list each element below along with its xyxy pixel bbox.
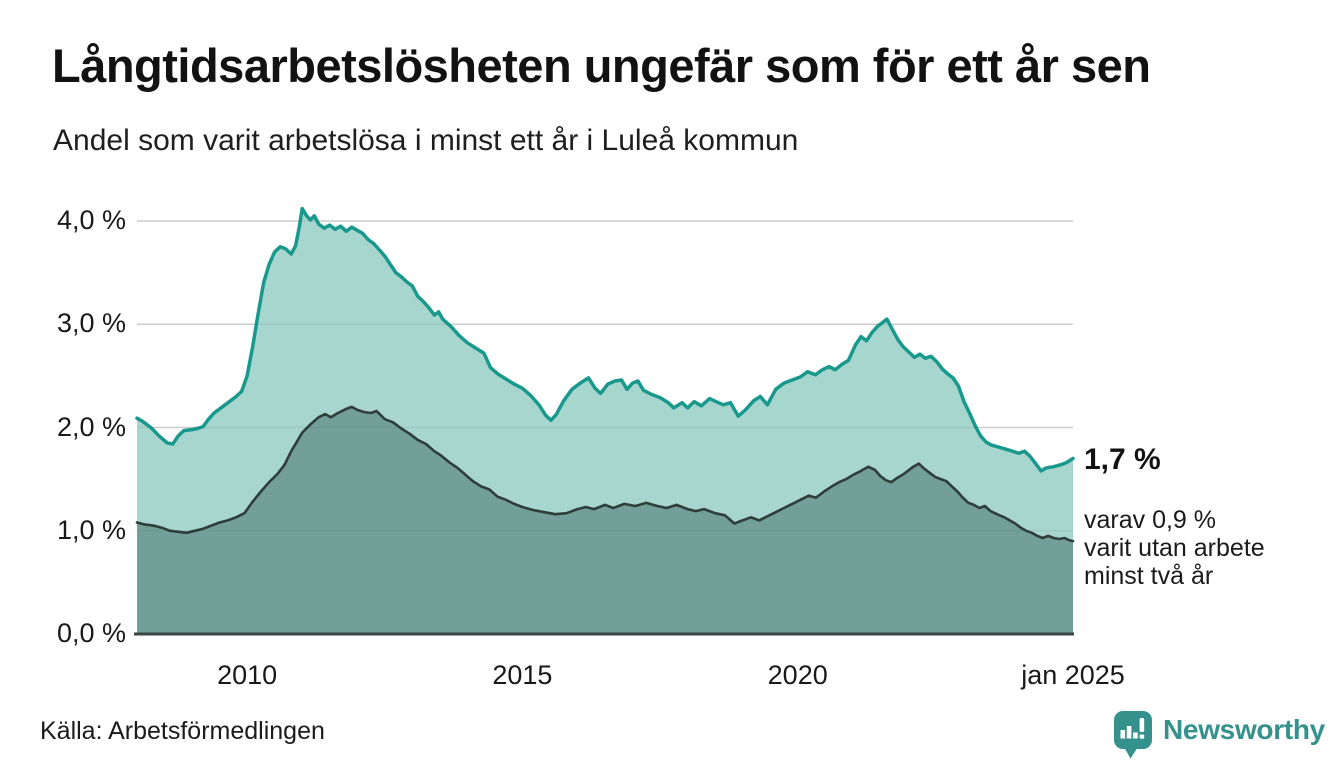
y-tick-label: 0,0 %: [56, 618, 126, 648]
x-tick-label: 2010: [217, 660, 278, 690]
newsworthy-wordmark: Newsworthy: [1163, 714, 1325, 745]
annotation-note: varav 0,9 % varit utan arbete minst två …: [1084, 506, 1265, 590]
y-tick-label: 3,0 %: [56, 308, 126, 339]
annotation-note-line: varit utan arbete: [1084, 534, 1265, 562]
annotation-note-line: varav 0,9 %: [1084, 506, 1217, 534]
newsworthy-icon: [1114, 711, 1152, 759]
y-tick-label: 1,0 %: [56, 514, 126, 545]
series-area-1: [137, 406, 1073, 634]
x-tick-label: jan 2025: [1021, 660, 1125, 690]
y-tick-label: 4,0 %: [56, 205, 126, 235]
newsworthy-logo: Newsworthy: [1113, 710, 1325, 760]
x-tick-label: 2020: [767, 660, 828, 690]
series-line-0: [135, 206, 1075, 473]
source-note: Källa: Arbetsförmedlingen: [40, 717, 325, 745]
annotation-note-line: minst två år: [1084, 562, 1214, 590]
latest-value-label: 1,7 %: [1084, 443, 1161, 476]
x-tick-label: 2015: [492, 660, 553, 690]
chart-subtitle: Andel som varit arbetslösa i minst ett å…: [53, 124, 799, 157]
series-line-1: [135, 405, 1075, 543]
y-tick-label: 2,0 %: [56, 411, 126, 442]
page-title: Långtidsarbetslösheten ungefär som för e…: [52, 39, 1151, 92]
